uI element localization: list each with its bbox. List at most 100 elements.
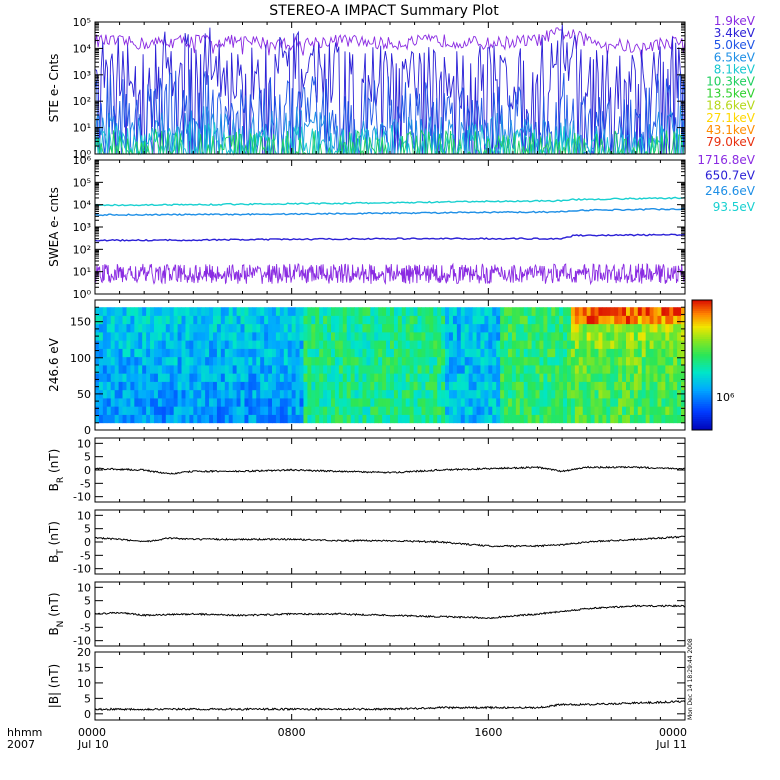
- heatmap-cell: [366, 348, 371, 358]
- heatmap-cell: [177, 365, 182, 374]
- heatmap-cell: [378, 373, 383, 382]
- heatmap-cell: [165, 348, 171, 358]
- heatmap-cell: [98, 323, 104, 333]
- heatmap-cell: [665, 307, 670, 316]
- heatmap-cell: [657, 414, 662, 424]
- heatmap-cell: [468, 340, 473, 349]
- heatmap-cell: [472, 398, 477, 407]
- heatmap-cell: [594, 406, 599, 415]
- heatmap-cell: [295, 331, 300, 341]
- heatmap-cell: [315, 389, 320, 399]
- heatmap-cell: [102, 331, 108, 341]
- heatmap-cell: [374, 365, 379, 374]
- heatmap-cell: [291, 406, 296, 415]
- heatmap-cell: [122, 307, 127, 316]
- heatmap-cell: [559, 307, 564, 316]
- heatmap-cell: [342, 373, 348, 382]
- heatmap-cell: [590, 307, 595, 316]
- heatmap-cell: [307, 348, 312, 358]
- heatmap-cell: [378, 389, 383, 399]
- heatmap-cell: [358, 414, 363, 424]
- heatmap-cell: [224, 340, 230, 349]
- heatmap-cell: [248, 414, 253, 424]
- heatmap-cell: [374, 381, 379, 391]
- heatmap-cell: [460, 373, 466, 382]
- heatmap-cell: [421, 373, 426, 382]
- heatmap-cell: [146, 340, 151, 349]
- heatmap-cell: [413, 315, 418, 325]
- heatmap-cell: [331, 307, 336, 316]
- heatmap-cell: [390, 406, 395, 415]
- heatmap-cell: [531, 365, 536, 374]
- heatmap-cell: [327, 356, 332, 366]
- heatmap-cell: [555, 340, 560, 349]
- heatmap-cell: [161, 414, 167, 424]
- heatmap-cell: [342, 414, 348, 424]
- heatmap-cell: [181, 365, 186, 374]
- heatmap-cell: [110, 348, 116, 358]
- heatmap-cell: [382, 348, 387, 358]
- heatmap-cell: [205, 381, 210, 391]
- heatmap-cell: [264, 323, 269, 333]
- heatmap-cell: [362, 373, 367, 382]
- heatmap-cell: [504, 340, 509, 349]
- heatmap-cell: [606, 348, 611, 358]
- heatmap-cell: [456, 323, 462, 333]
- heatmap-cell: [346, 331, 352, 341]
- heatmap-cell: [590, 331, 595, 341]
- heatmap-cell: [390, 389, 395, 399]
- heatmap-cell: [213, 365, 218, 374]
- heatmap-cell: [393, 398, 399, 407]
- field-ylabel-unit: (nT): [47, 664, 61, 692]
- heatmap-cell: [224, 307, 230, 316]
- heatmap-cell: [98, 315, 104, 325]
- heatmap-cell: [665, 389, 670, 399]
- heatmap-cell: [189, 323, 194, 333]
- heatmap-cell: [563, 365, 568, 374]
- heatmap-cell: [114, 414, 119, 424]
- heatmap-cell: [154, 315, 159, 325]
- heatmap-cell: [618, 389, 623, 399]
- heatmap-cell: [673, 373, 678, 382]
- heatmap-cell: [574, 340, 580, 349]
- heatmap-cell: [272, 323, 277, 333]
- heatmap-cell: [134, 381, 139, 391]
- heatmap-cell: [417, 414, 422, 424]
- y-tick-label: -10: [73, 491, 91, 504]
- heatmap-cell: [421, 307, 426, 316]
- heatmap-cell: [515, 381, 521, 391]
- heatmap-cell: [315, 373, 320, 382]
- heatmap-cell: [165, 356, 171, 366]
- heatmap-cell: [504, 373, 509, 382]
- heatmap-cell: [649, 414, 654, 424]
- heatmap-cell: [484, 373, 489, 382]
- heatmap-cell: [311, 356, 316, 366]
- heatmap-cell: [256, 389, 261, 399]
- heatmap-cell: [452, 414, 458, 424]
- heatmap-cell: [240, 331, 245, 341]
- heatmap-cell: [205, 414, 210, 424]
- heatmap-cell: [488, 406, 493, 415]
- heatmap-cell: [319, 356, 324, 366]
- heatmap-cell: [547, 348, 552, 358]
- heatmap-cell: [622, 365, 627, 374]
- heatmap-cell: [244, 331, 249, 341]
- heatmap-cell: [484, 356, 489, 366]
- heatmap-cell: [362, 365, 367, 374]
- heatmap-cell: [563, 381, 568, 391]
- heatmap-cell: [618, 381, 623, 391]
- heatmap-cell: [500, 315, 505, 325]
- heatmap-cell: [649, 348, 654, 358]
- heatmap-cell: [106, 406, 112, 415]
- colorbar-swatch: [692, 401, 712, 405]
- heatmap-cell: [421, 414, 426, 424]
- heatmap-cell: [511, 365, 517, 374]
- heatmap-cell: [173, 315, 178, 325]
- heatmap-cell: [150, 331, 155, 341]
- heatmap-cell: [472, 356, 477, 366]
- heatmap-cell: [527, 373, 532, 382]
- heatmap-cell: [614, 406, 619, 415]
- heatmap-cell: [303, 315, 308, 325]
- heatmap-cell: [287, 389, 293, 399]
- heatmap-cell: [311, 398, 316, 407]
